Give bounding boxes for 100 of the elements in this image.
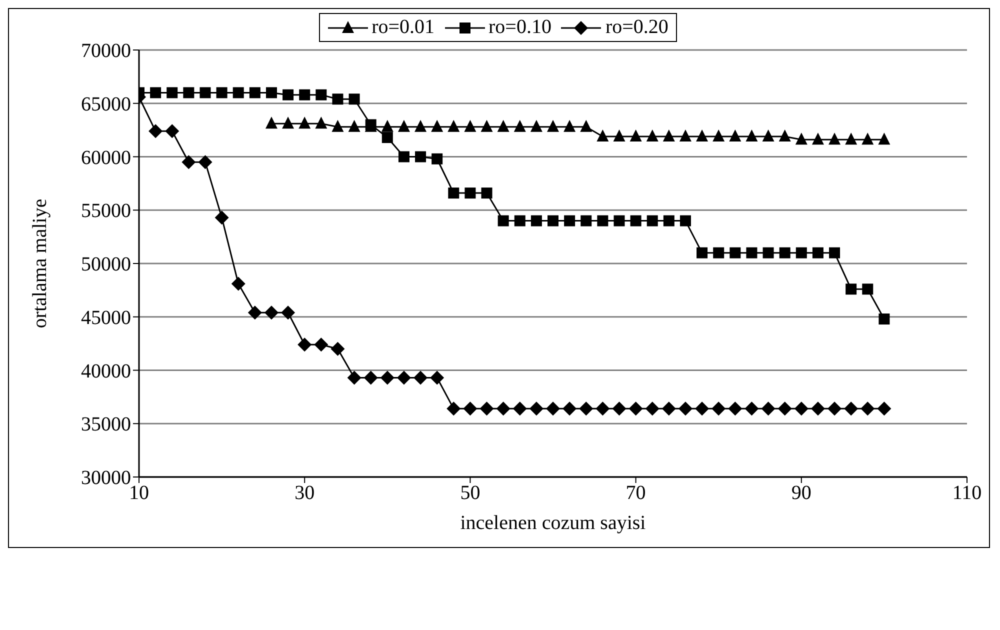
- point: [298, 116, 311, 129]
- point: [480, 402, 494, 416]
- point: [696, 129, 708, 142]
- point: [862, 284, 874, 295]
- y-tick-label: 40000: [81, 360, 131, 382]
- point: [829, 247, 840, 258]
- point: [778, 402, 792, 416]
- y-tick-label: 50000: [81, 254, 131, 276]
- point: [380, 370, 394, 385]
- point: [464, 120, 476, 132]
- point: [448, 188, 460, 199]
- x-tick-label: 110: [952, 482, 982, 504]
- point: [264, 306, 278, 320]
- point: [728, 402, 742, 416]
- y-tick-label: 35000: [81, 414, 131, 436]
- point: [396, 370, 411, 385]
- point: [348, 94, 360, 105]
- point: [762, 247, 774, 258]
- point: [729, 129, 742, 142]
- point: [877, 402, 892, 416]
- point: [299, 89, 310, 100]
- point: [746, 129, 758, 142]
- point: [431, 120, 444, 132]
- point: [812, 247, 824, 258]
- point: [315, 116, 328, 129]
- point: [165, 124, 180, 138]
- x-tick-label: 10: [129, 482, 149, 504]
- point: [564, 120, 576, 132]
- point: [695, 402, 710, 416]
- x-tick-label: 30: [294, 482, 315, 504]
- point: [282, 116, 294, 129]
- y-axis-title: ortalama maliye: [29, 198, 52, 328]
- point: [678, 402, 692, 416]
- point: [614, 215, 625, 226]
- point: [446, 402, 461, 416]
- point: [730, 247, 741, 258]
- point: [580, 120, 592, 132]
- point: [231, 276, 246, 291]
- point: [596, 129, 609, 142]
- x-axis-title: incelenen cozum sayisi: [460, 512, 646, 534]
- point: [597, 215, 608, 226]
- point: [481, 188, 492, 199]
- point: [810, 402, 825, 416]
- point: [646, 215, 658, 226]
- point: [414, 370, 428, 385]
- point: [862, 132, 874, 145]
- point: [796, 247, 807, 258]
- point: [548, 215, 558, 226]
- point: [613, 129, 626, 142]
- point: [249, 87, 260, 98]
- point: [878, 314, 890, 325]
- x-tick-label: 50: [460, 482, 480, 504]
- point: [761, 402, 776, 416]
- point: [630, 215, 642, 226]
- point: [316, 89, 327, 100]
- point: [562, 402, 577, 416]
- point: [430, 370, 444, 385]
- y-tick-label: 45000: [81, 306, 131, 329]
- point: [696, 247, 708, 258]
- point: [828, 402, 842, 416]
- point: [846, 284, 857, 295]
- point: [348, 120, 360, 132]
- point: [232, 87, 244, 98]
- legend-label: ro=0.01: [372, 16, 435, 39]
- point: [762, 129, 774, 142]
- point: [463, 402, 478, 416]
- point: [415, 151, 426, 162]
- point: [166, 87, 178, 98]
- point: [828, 132, 841, 145]
- point: [812, 132, 824, 145]
- point: [398, 120, 410, 132]
- point: [298, 338, 312, 352]
- point: [580, 215, 592, 226]
- point: [514, 215, 526, 226]
- point: [596, 402, 610, 416]
- point: [432, 153, 443, 164]
- point: [448, 120, 460, 132]
- point: [746, 247, 758, 258]
- point: [514, 120, 526, 132]
- point: [778, 129, 791, 142]
- point: [679, 129, 692, 142]
- point: [779, 247, 790, 258]
- point: [332, 120, 344, 132]
- point: [628, 402, 643, 416]
- point: [529, 402, 544, 416]
- point: [332, 94, 344, 105]
- point: [281, 306, 296, 320]
- point: [795, 132, 808, 145]
- point: [265, 116, 278, 129]
- point: [496, 402, 510, 416]
- x-tick-label: 70: [626, 482, 646, 504]
- y-tick-label: 65000: [81, 93, 131, 116]
- point: [364, 370, 378, 385]
- point: [844, 402, 858, 416]
- point: [200, 87, 211, 98]
- point: [382, 132, 393, 144]
- y-tick-label: 55000: [81, 200, 131, 222]
- point: [662, 402, 676, 416]
- point: [398, 151, 410, 162]
- point: [712, 402, 726, 416]
